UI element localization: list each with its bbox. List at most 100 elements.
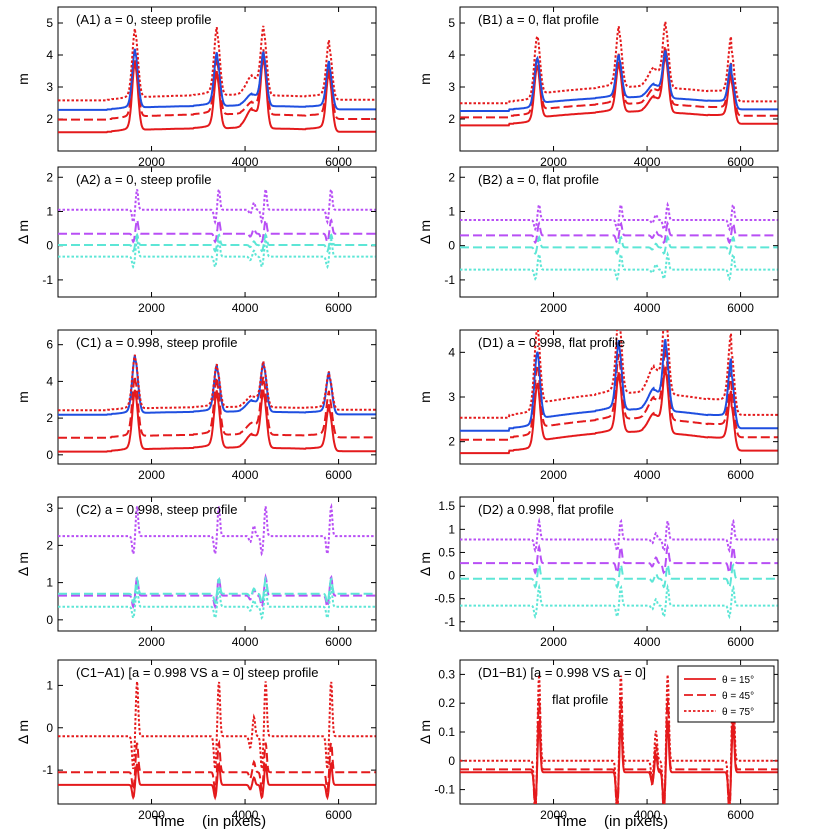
series-line-3 xyxy=(58,25,376,102)
series-line-1 xyxy=(460,543,778,576)
y-tick-label: 2 xyxy=(448,112,455,126)
x-tick-label: 6000 xyxy=(325,155,352,169)
x-tick-label: 4000 xyxy=(232,301,259,315)
plot-frame xyxy=(57,496,377,632)
series-line-0 xyxy=(460,201,778,232)
panel-C1: 2000 4000 6000 0 2 4 6 m (C1) a = 0.998, steep p… xyxy=(15,329,377,482)
series-line-2 xyxy=(460,50,778,112)
panel-C2: 2000 4000 6000 0 1 2 3 Δ m (C2) a = 0.998, steep… xyxy=(15,496,377,649)
y-tick-label: -1 xyxy=(42,273,53,287)
series-line-0 xyxy=(58,502,376,558)
plot-frame xyxy=(57,166,377,298)
y-tick-label: -1 xyxy=(42,763,53,777)
panel-D1-B1: 2000 4000 6000 -0.1 0 0.1 0.2 0.3 Δ m (D1−B1) [a … xyxy=(417,659,779,822)
y-tick-label: 1 xyxy=(448,522,455,536)
x-tick-label: 4000 xyxy=(232,155,259,169)
series-group xyxy=(460,21,778,127)
y-tick-label: 2 xyxy=(46,112,53,126)
series-group xyxy=(460,201,778,282)
y-tick-label: 1 xyxy=(46,678,53,692)
y-tick-label: 2 xyxy=(448,435,455,449)
y-tick-label: 3 xyxy=(46,80,53,94)
x-tick-label: 6000 xyxy=(727,635,754,649)
x-tick-label: 4000 xyxy=(634,808,661,822)
series-group xyxy=(58,502,376,621)
y-tick-label: 3 xyxy=(448,80,455,94)
y-tick-label: 0 xyxy=(448,569,455,583)
x-tick-label: 6000 xyxy=(727,155,754,169)
panel-D1: 2000 4000 6000 2 3 4 m (D1) a = 0.998, flat pro… xyxy=(417,329,779,482)
panel-C1-A1: 2000 4000 6000 -1 0 1 Δ m (C1−A1) [a = 0.998 VS… xyxy=(15,659,377,822)
y-tick-label: -0.1 xyxy=(434,783,455,797)
y-tick-label: 1 xyxy=(46,204,53,218)
x-tick-label: 6000 xyxy=(325,468,352,482)
x-axis-label-main: Time xyxy=(554,813,587,830)
series-line-3 xyxy=(58,354,376,412)
series-line-2 xyxy=(460,338,778,432)
y-axis-label: m xyxy=(417,73,433,85)
series-line-3 xyxy=(58,236,376,270)
x-tick-label: 2000 xyxy=(138,468,165,482)
x-axis-label-main: Time xyxy=(152,813,185,830)
series-line-0 xyxy=(460,517,778,554)
x-axis-label-sub: (in pixels) xyxy=(604,813,668,830)
series-group xyxy=(58,681,376,801)
y-tick-label: 5 xyxy=(448,16,455,30)
panel-title: (D1−B1) [a = 0.998 VS a = 0] xyxy=(478,665,646,680)
series-group xyxy=(58,186,376,270)
y-tick-label: 6 xyxy=(46,338,53,352)
x-tick-label: 2000 xyxy=(138,808,165,822)
y-axis-label: Δ m xyxy=(15,220,31,244)
y-tick-label: 0.3 xyxy=(438,667,455,681)
series-line-1 xyxy=(460,347,778,441)
series-line-2 xyxy=(460,562,778,589)
series-line-2 xyxy=(58,48,376,111)
series-line-0 xyxy=(58,389,376,453)
x-tick-label: 4000 xyxy=(634,635,661,649)
series-line-2 xyxy=(58,681,376,770)
y-axis-label: Δ m xyxy=(417,552,433,576)
x-tick-label: 6000 xyxy=(325,635,352,649)
x-tick-label: 4000 xyxy=(232,468,259,482)
series-line-3 xyxy=(460,251,778,282)
legend-label: θ = 15° xyxy=(722,675,754,686)
series-line-0 xyxy=(460,53,778,127)
series-group xyxy=(460,517,778,620)
series-line-1 xyxy=(58,739,376,794)
x-tick-label: 2000 xyxy=(540,635,567,649)
x-tick-label: 2000 xyxy=(540,468,567,482)
series-line-2 xyxy=(460,674,778,804)
x-tick-label: 2000 xyxy=(540,155,567,169)
panel-title: (C1−A1) [a = 0.998 VS a = 0] steep profi… xyxy=(76,665,318,680)
panel-title: (B2) a = 0, flat profile xyxy=(478,172,599,187)
x-tick-label: 4000 xyxy=(634,468,661,482)
x-tick-label: 4000 xyxy=(634,301,661,315)
x-tick-label: 2000 xyxy=(540,301,567,315)
y-tick-label: -1 xyxy=(444,273,455,287)
panel-title: (A2) a = 0, steep profile xyxy=(76,172,212,187)
y-tick-label: 0.5 xyxy=(438,545,455,559)
series-line-2 xyxy=(58,575,376,605)
series-line-0 xyxy=(460,366,778,455)
panel-title: (D2) a 0.998, flat profile xyxy=(478,502,614,517)
y-tick-label: 0 xyxy=(46,448,53,462)
series-group xyxy=(460,674,778,804)
y-tick-label: -1 xyxy=(444,615,455,629)
y-tick-label: 1 xyxy=(46,576,53,590)
y-tick-label: 4 xyxy=(448,48,455,62)
series-line-3 xyxy=(58,584,376,621)
x-tick-label: 2000 xyxy=(138,155,165,169)
plot-frame xyxy=(459,6,779,152)
y-tick-label: 0 xyxy=(448,754,455,768)
y-tick-label: 0 xyxy=(448,239,455,253)
panel-title: (A1) a = 0, steep profile xyxy=(76,12,212,27)
y-axis-label: Δ m xyxy=(15,720,31,744)
x-tick-label: 4000 xyxy=(232,635,259,649)
panel-A2: 2000 4000 6000 -1 0 1 2 Δ m (A2) a = 0, steep pr… xyxy=(15,166,377,315)
x-tick-label: 6000 xyxy=(727,808,754,822)
x-tick-label: 2000 xyxy=(540,808,567,822)
panel-subtitle: flat profile xyxy=(552,692,608,707)
y-tick-label: 0.1 xyxy=(438,725,455,739)
series-line-1 xyxy=(58,375,376,439)
y-tick-label: 0 xyxy=(46,613,53,627)
